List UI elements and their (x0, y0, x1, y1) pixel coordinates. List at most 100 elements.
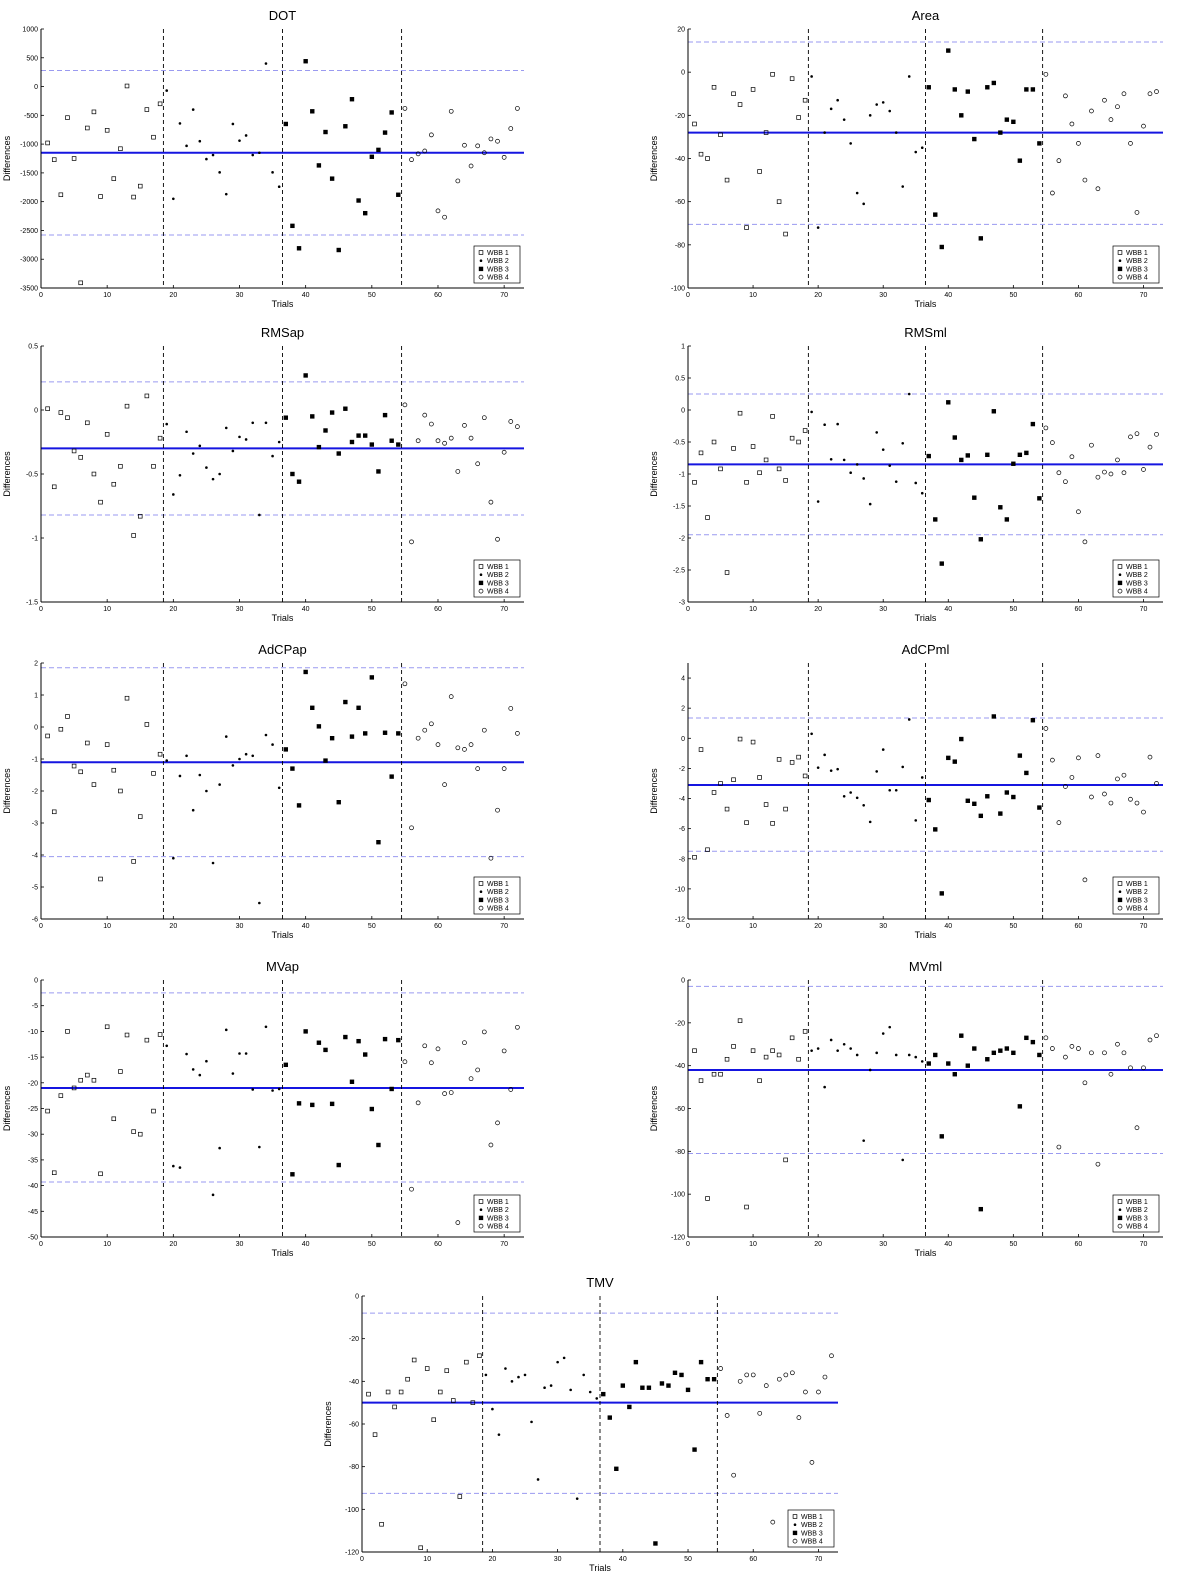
data-point (508, 419, 514, 424)
data-point (862, 477, 865, 480)
data-point (310, 414, 315, 419)
series-wbb-1 (692, 410, 808, 575)
x-tick-label: 40 (944, 606, 952, 613)
y-tick-label: 2 (34, 661, 38, 668)
data-point (1108, 800, 1114, 806)
data-point (349, 97, 355, 102)
x-tick-label: 20 (814, 1241, 822, 1248)
y-tick-label: -4 (679, 796, 685, 803)
data-point (914, 150, 918, 154)
data-point (468, 742, 474, 747)
x-tick-label: 40 (302, 923, 310, 930)
data-point (356, 433, 361, 438)
data-point (151, 464, 156, 469)
series-wbb-1 (366, 1353, 482, 1550)
data-point (790, 1370, 795, 1376)
x-tick-label: 60 (1075, 292, 1083, 299)
y-tick-label: -6 (679, 826, 685, 833)
data-point (251, 153, 255, 157)
data-point (789, 760, 795, 765)
data-point (283, 747, 289, 752)
data-point (98, 1171, 103, 1177)
data-point (959, 1033, 964, 1038)
data-point (165, 1044, 169, 1048)
data-point (366, 1391, 371, 1397)
data-point (78, 769, 83, 775)
data-point (744, 480, 749, 485)
data-point (614, 1466, 619, 1471)
data-point (488, 499, 494, 505)
data-point (796, 754, 801, 760)
series-wbb-1 (692, 72, 808, 237)
y-tick-label: -0.5 (26, 472, 38, 479)
data-point (1037, 805, 1042, 810)
legend-marker (478, 881, 484, 886)
x-tick-label: 70 (500, 923, 508, 930)
legend-label: WBB 4 (487, 906, 509, 913)
data-point (823, 423, 826, 427)
data-point (998, 1048, 1003, 1053)
x-tick-label: 70 (500, 606, 508, 613)
y-tick-label: -5 (32, 1003, 38, 1010)
y-tick-label: -100 (671, 286, 685, 293)
data-point (1011, 1050, 1016, 1056)
data-point (724, 806, 730, 812)
data-point (211, 477, 215, 481)
data-point (65, 415, 70, 420)
legend-label: WBB 3 (1126, 266, 1148, 273)
data-point (231, 1072, 235, 1075)
data-point (98, 499, 103, 505)
data-point (296, 803, 302, 808)
data-point (515, 106, 520, 111)
data-point (770, 1048, 775, 1053)
data-point (868, 1068, 872, 1072)
data-point (468, 1076, 474, 1082)
data-point (372, 1432, 378, 1437)
data-point (165, 89, 169, 92)
legend-label: WBB 3 (1126, 897, 1148, 904)
legend-marker (1117, 564, 1123, 569)
data-point (757, 169, 762, 174)
data-point (385, 1389, 391, 1395)
data-point (998, 811, 1003, 816)
y-tick-label: 2 (681, 706, 685, 713)
data-point (763, 1383, 769, 1388)
data-point (1069, 121, 1075, 127)
y-tick-label: -2500 (20, 228, 38, 235)
legend-label: WBB 1 (487, 564, 509, 571)
data-point (985, 452, 990, 457)
data-point (926, 453, 931, 459)
x-tick-label: 0 (39, 923, 43, 930)
chart-title: MVml (909, 959, 942, 974)
data-point (118, 1069, 123, 1074)
data-point (211, 861, 215, 865)
data-point (718, 1071, 723, 1077)
data-point (783, 806, 788, 812)
x-tick-label: 20 (489, 1556, 497, 1563)
data-point (881, 1032, 885, 1035)
data-point (424, 1366, 430, 1371)
data-point (104, 128, 110, 133)
y-tick-label: 1 (681, 344, 685, 351)
data-point (796, 115, 801, 120)
legend-marker (479, 573, 483, 576)
data-point (137, 183, 143, 189)
y-tick-label: -3 (679, 600, 685, 607)
data-point (711, 439, 717, 445)
data-point (497, 1433, 501, 1436)
data-point (205, 157, 208, 161)
data-point (698, 747, 704, 752)
data-point (343, 124, 348, 129)
data-point (264, 1025, 268, 1029)
data-point (1037, 141, 1042, 146)
data-point (1121, 772, 1127, 778)
data-point (85, 125, 90, 131)
x-tick-label: 10 (103, 1241, 111, 1248)
series-wbb-2 (165, 62, 281, 201)
data-point (336, 451, 341, 456)
data-point (185, 754, 188, 758)
data-point (198, 444, 202, 448)
data-point (172, 1164, 175, 1168)
data-point (1050, 190, 1055, 196)
